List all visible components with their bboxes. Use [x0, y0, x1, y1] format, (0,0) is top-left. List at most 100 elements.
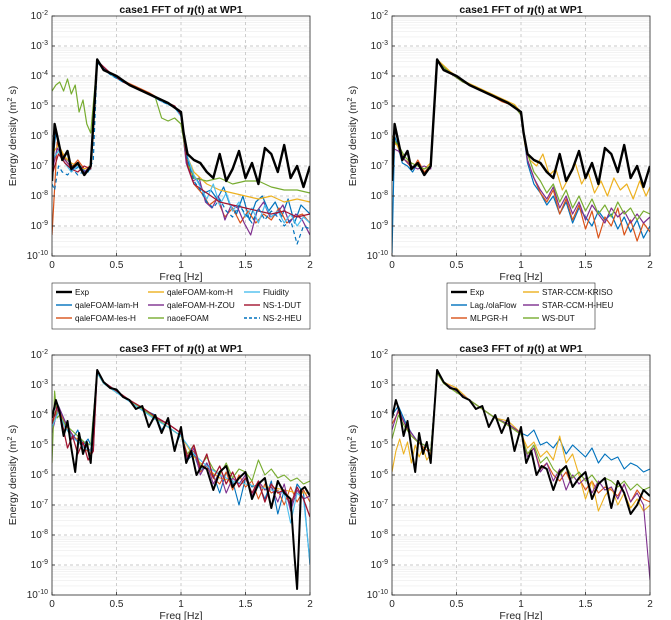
y-tick-label: 10-9	[31, 559, 48, 571]
y-tick-exponent: -9	[42, 220, 48, 227]
y-tick-base: 10	[31, 380, 43, 391]
chart-panel-2: 0 0.5 1 1.5 210-1010-910-810-710-610-510-410…	[345, 4, 653, 329]
legend-entry-label: naoeFOAM	[167, 314, 209, 323]
y-axis-label-tail: s)	[7, 425, 19, 437]
y-tick-base: 10	[367, 251, 379, 262]
legend: Exp qaleFOAM-lam-H qaleFOAM-les-H qaleFOAM-…	[52, 283, 310, 329]
y-tick-exponent: -5	[382, 439, 388, 446]
legend-entry-label: NS-2-HEU	[263, 314, 302, 323]
y-tick-label: 10-8	[31, 190, 48, 202]
chart-title-start: case3 FFT of	[119, 343, 186, 355]
legend-entry-label: qaleFOAM-H-ZOU	[167, 301, 235, 310]
chart-title: case1 FFT of η(t) at WP1	[119, 4, 242, 16]
y-tick-exponent: -8	[42, 529, 48, 536]
y-tick-exponent: -3	[382, 40, 388, 47]
chart-title: case3 FFT of η(t) at WP1	[119, 343, 242, 355]
y-tick-label: 10-8	[371, 190, 388, 202]
y-tick-label: 10-5	[31, 100, 48, 112]
y-tick-exponent: -7	[382, 499, 388, 506]
y-tick-base: 10	[371, 161, 383, 172]
x-tick-label: 0	[49, 599, 55, 610]
y-tick-exponent: -7	[42, 499, 48, 506]
x-tick-label: 2	[307, 599, 313, 610]
y-tick-base: 10	[31, 71, 43, 82]
y-tick-base: 10	[371, 71, 383, 82]
x-tick-label: 1	[178, 599, 184, 610]
y-tick-label: 10-9	[371, 220, 388, 232]
y-tick-base: 10	[31, 440, 43, 451]
y-tick-base: 10	[31, 101, 43, 112]
y-tick-exponent: -7	[382, 160, 388, 167]
y-tick-label: 10-2	[31, 10, 48, 22]
x-axis-label: Freq [Hz]	[159, 610, 202, 620]
y-tick-label: 10-3	[31, 40, 48, 52]
y-tick-base: 10	[31, 560, 43, 571]
y-tick-label: 10-8	[371, 529, 388, 541]
y-tick-base: 10	[371, 191, 383, 202]
chart-title-end: (t) at WP1	[534, 343, 583, 355]
y-tick-label: 10-9	[371, 559, 388, 571]
x-tick-label: 1.5	[239, 260, 253, 271]
chart-title-end: (t) at WP1	[194, 4, 243, 16]
y-tick-base: 10	[31, 500, 43, 511]
y-axis-label-main: Energy density (m	[347, 101, 359, 186]
y-tick-exponent: -9	[42, 559, 48, 566]
y-tick-exponent: -5	[42, 439, 48, 446]
y-tick-base: 10	[371, 410, 383, 421]
legend-entry-label: STAR-CCM-H-HEU	[542, 301, 613, 310]
y-tick-label: 10-9	[31, 220, 48, 232]
y-tick-base: 10	[31, 470, 43, 481]
chart-title-start: case1 FFT of	[459, 4, 526, 16]
x-tick-label: 1	[178, 260, 184, 271]
y-tick-exponent: -8	[42, 190, 48, 197]
chart-title-end: (t) at WP1	[194, 343, 243, 355]
legend: ExpLag./olaFlowMLPGR-HSTAR-CCM-KRISOSTAR…	[447, 283, 613, 329]
x-tick-label: 2	[647, 260, 653, 271]
y-tick-base: 10	[31, 41, 43, 52]
y-tick-label: 10-4	[371, 70, 388, 82]
y-tick-label: 10-4	[31, 70, 48, 82]
y-tick-exponent: -2	[42, 10, 48, 17]
y-tick-label: 10-3	[31, 379, 48, 391]
y-tick-exponent: -3	[382, 379, 388, 386]
legend-entry-label: qaleFOAM-les-H	[75, 314, 136, 323]
y-axis-label: Energy density (m2 s)	[5, 86, 19, 186]
y-tick-label: 10-7	[371, 160, 388, 172]
y-tick-label: 10-2	[371, 349, 388, 361]
y-tick-label: 10-3	[371, 379, 388, 391]
y-tick-label: 10-10	[27, 589, 48, 601]
y-tick-label: 10-3	[371, 40, 388, 52]
y-tick-base: 10	[371, 530, 383, 541]
y-tick-label: 10-2	[31, 349, 48, 361]
y-tick-base: 10	[31, 410, 43, 421]
y-tick-label: 10-6	[371, 469, 388, 481]
y-axis-label-main: Energy density (m	[7, 440, 19, 525]
y-tick-label: 10-6	[31, 130, 48, 142]
y-tick-label: 10-10	[367, 250, 388, 262]
y-tick-exponent: -6	[42, 130, 48, 137]
y-tick-exponent: -4	[42, 70, 48, 77]
y-tick-exponent: -9	[382, 559, 388, 566]
y-tick-label: 10-7	[371, 499, 388, 511]
y-tick-exponent: -3	[42, 40, 48, 47]
y-tick-exponent: -10	[378, 589, 388, 596]
y-tick-base: 10	[371, 221, 383, 232]
y-tick-label: 10-6	[371, 130, 388, 142]
y-tick-exponent: -4	[382, 70, 388, 77]
x-tick-label: 1.5	[579, 260, 593, 271]
y-tick-base: 10	[371, 500, 383, 511]
y-axis-label-main: Energy density (m	[347, 440, 359, 525]
y-tick-exponent: -9	[382, 220, 388, 227]
x-axis-label: Freq [Hz]	[499, 271, 542, 283]
y-tick-exponent: -7	[42, 160, 48, 167]
y-tick-exponent: -6	[382, 469, 388, 476]
x-tick-label: 0.5	[110, 260, 124, 271]
y-tick-exponent: -6	[42, 469, 48, 476]
y-tick-base: 10	[31, 530, 43, 541]
y-axis-label: Energy density (m2 s)	[345, 86, 359, 186]
x-tick-label: 2	[647, 599, 653, 610]
y-tick-exponent: -6	[382, 130, 388, 137]
x-tick-label: 0.5	[450, 260, 464, 271]
chart-title-start: case1 FFT of	[119, 4, 186, 16]
